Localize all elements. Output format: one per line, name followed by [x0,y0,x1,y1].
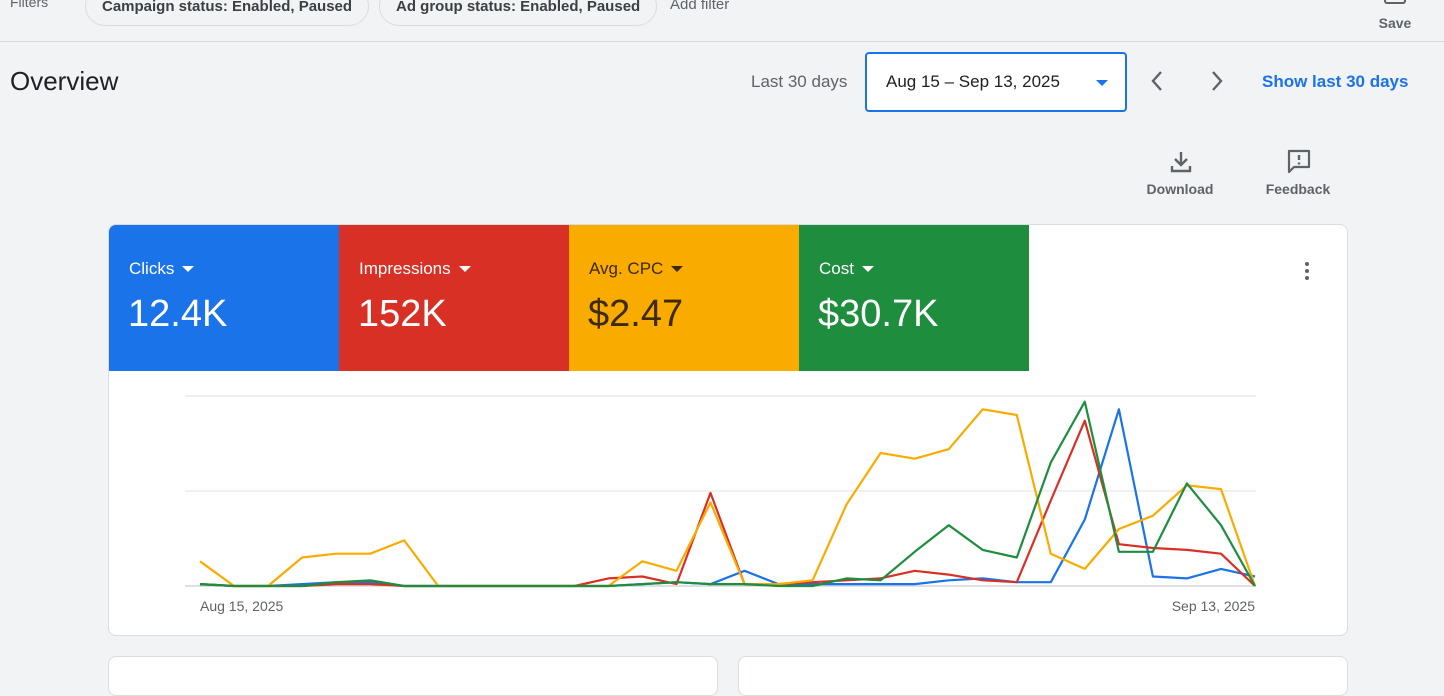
series-line-clicks [199,408,1256,588]
chevron-left-icon [1151,71,1162,91]
feedback-button[interactable]: Feedback [1253,146,1343,202]
download-label: Download [1146,181,1214,197]
save-icon [1384,0,1406,4]
feedback-label: Feedback [1265,181,1331,197]
previous-period-button[interactable] [1142,66,1172,96]
metric-tile-cost[interactable]: Cost $30.7K [799,225,1029,371]
metric-label-text: Impressions [359,259,451,278]
bottom-card-right [738,656,1348,696]
metric-tile-avg-cpc[interactable]: Avg. CPC $2.47 [569,225,799,371]
performance-card: Clicks 12.4K Impressions 152K Avg. CPC $… [108,224,1348,636]
date-range-picker[interactable]: Aug 15 – Sep 13, 2025 [865,52,1127,112]
metric-value-cost: $30.7K [818,293,939,335]
metric-label-text: Clicks [129,259,175,278]
next-period-button[interactable] [1202,66,1232,96]
series-line-impressions [199,419,1256,588]
more-options-icon[interactable] [1295,259,1319,283]
chart-grid [185,395,1256,587]
metric-label-text: Cost [819,259,854,278]
filter-chip-ad-group-status[interactable]: Ad group status: Enabled, Paused [379,0,658,26]
metric-label-impressions[interactable]: Impressions [359,259,471,279]
dropdown-caret-icon [671,266,684,272]
date-range-label: Last 30 days [751,72,848,91]
x-tick-start: Aug 15, 2025 [200,598,284,614]
download-icon [1170,152,1192,173]
add-filter-button[interactable]: Add filter [670,0,730,13]
date-range-value: Aug 15 – Sep 13, 2025 [886,72,1060,91]
metric-tile-clicks[interactable]: Clicks 12.4K [109,225,339,371]
dropdown-caret-icon [1096,80,1108,86]
metric-label-clicks[interactable]: Clicks [129,259,195,279]
dropdown-caret-icon [861,266,874,272]
filter-bar: Filters Campaign status: Enabled, Paused… [0,0,1444,42]
metric-tile-impressions[interactable]: Impressions 152K [339,225,569,371]
metric-value-avg-cpc: $2.47 [588,293,684,335]
dropdown-caret-icon [458,266,471,272]
metric-value-impressions: 152K [358,293,447,335]
feedback-icon [1287,149,1311,174]
series-line-cost [199,400,1256,588]
save-button[interactable]: Save [1372,0,1418,36]
metric-label-avg-cpc[interactable]: Avg. CPC [589,259,684,279]
page-title: Overview [10,66,119,96]
metric-label-cost[interactable]: Cost [819,259,874,279]
download-button[interactable]: Download [1135,146,1225,202]
performance-chart: Aug 15, 2025 Sep 13, 2025 [185,395,1257,614]
chevron-right-icon [1212,71,1223,91]
save-label: Save [1378,15,1412,31]
show-last-30-days-link[interactable]: Show last 30 days [1262,72,1409,91]
dropdown-caret-icon [182,266,195,272]
metric-value-clicks: 12.4K [128,293,228,335]
chart-lines [199,400,1257,588]
bottom-card-left [108,656,718,696]
x-tick-end: Sep 13, 2025 [1172,598,1256,614]
filters-label: Filters [10,0,49,10]
series-line-avg-cpc [199,408,1257,588]
filter-chip-campaign-status[interactable]: Campaign status: Enabled, Paused [85,0,370,26]
metric-label-text: Avg. CPC [589,259,664,278]
